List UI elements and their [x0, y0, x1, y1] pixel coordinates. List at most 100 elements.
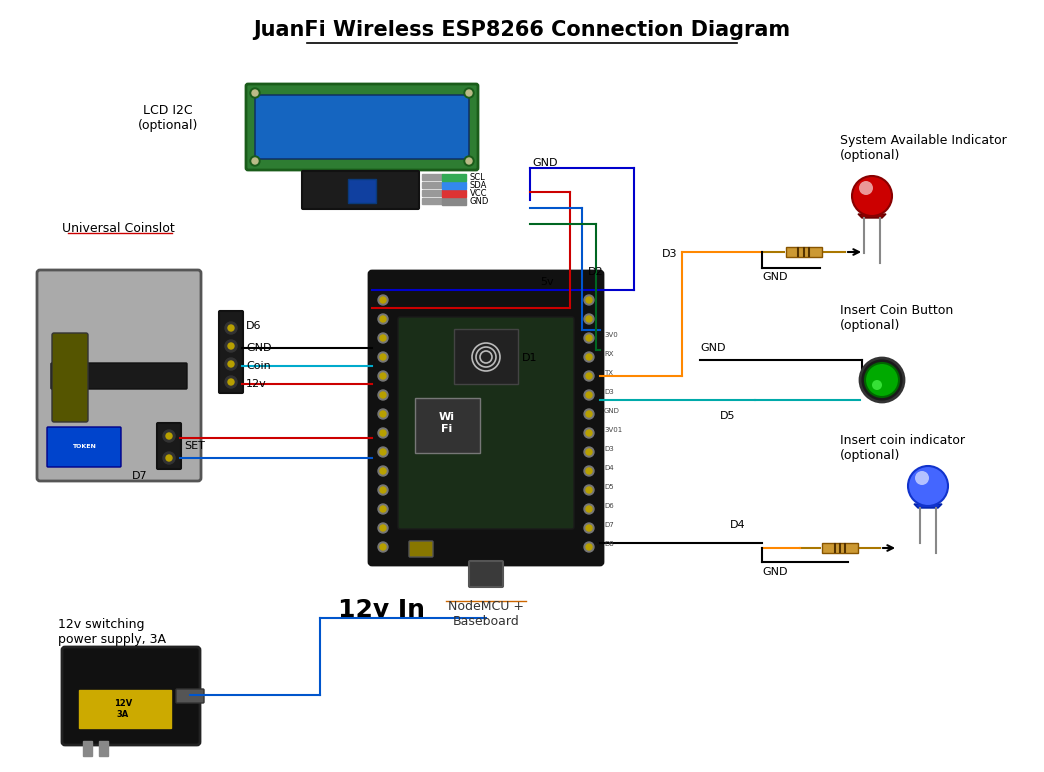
Circle shape: [226, 376, 237, 388]
Circle shape: [860, 358, 904, 402]
Text: SDA: SDA: [470, 181, 488, 190]
Circle shape: [380, 411, 386, 417]
Circle shape: [166, 455, 172, 461]
FancyBboxPatch shape: [51, 363, 187, 389]
Circle shape: [872, 380, 882, 390]
Circle shape: [378, 523, 388, 533]
Circle shape: [584, 466, 594, 476]
Circle shape: [380, 316, 386, 322]
FancyBboxPatch shape: [416, 398, 480, 453]
Text: D3: D3: [604, 389, 614, 395]
Circle shape: [226, 322, 237, 334]
Circle shape: [378, 390, 388, 400]
Text: D3: D3: [662, 249, 678, 259]
Circle shape: [226, 358, 237, 370]
Polygon shape: [822, 543, 858, 553]
Circle shape: [464, 156, 474, 166]
Circle shape: [378, 542, 388, 552]
Text: NodeMCU +
Baseboard: NodeMCU + Baseboard: [448, 600, 524, 628]
Text: 12V
3A: 12V 3A: [114, 699, 133, 719]
Circle shape: [228, 361, 234, 367]
Circle shape: [584, 523, 594, 533]
Bar: [442, 182, 466, 189]
Bar: [422, 198, 442, 204]
Circle shape: [586, 525, 592, 531]
Circle shape: [380, 506, 386, 512]
Text: D6: D6: [604, 503, 614, 509]
Circle shape: [584, 314, 594, 324]
Text: D4: D4: [730, 520, 745, 530]
Circle shape: [586, 468, 592, 474]
Circle shape: [584, 352, 594, 362]
Bar: [442, 174, 466, 181]
Circle shape: [586, 430, 592, 436]
Circle shape: [166, 433, 172, 439]
Bar: [422, 182, 442, 188]
Text: TOKEN: TOKEN: [72, 445, 96, 449]
Circle shape: [228, 379, 234, 385]
Circle shape: [466, 158, 472, 164]
Circle shape: [378, 352, 388, 362]
Circle shape: [584, 371, 594, 381]
Circle shape: [586, 354, 592, 360]
Text: D4: D4: [604, 465, 614, 471]
Circle shape: [378, 466, 388, 476]
Circle shape: [584, 447, 594, 457]
Circle shape: [380, 392, 386, 398]
FancyBboxPatch shape: [62, 647, 200, 745]
Bar: [454, 329, 518, 384]
Circle shape: [586, 449, 592, 455]
Circle shape: [378, 409, 388, 419]
Text: SET: SET: [184, 441, 205, 451]
Circle shape: [250, 88, 260, 98]
Text: 3V01: 3V01: [604, 427, 622, 433]
Text: System Available Indicator
(optional): System Available Indicator (optional): [840, 134, 1006, 162]
Text: D6: D6: [246, 321, 261, 331]
Text: D5: D5: [604, 484, 614, 490]
Bar: [442, 190, 466, 197]
Text: D7: D7: [132, 471, 147, 481]
Circle shape: [250, 156, 260, 166]
Circle shape: [586, 297, 592, 303]
Circle shape: [163, 430, 175, 442]
Text: 12v: 12v: [246, 379, 267, 389]
Circle shape: [859, 181, 873, 195]
Text: D2: D2: [588, 267, 603, 277]
Text: 3: 3: [431, 182, 436, 188]
Circle shape: [852, 176, 892, 216]
FancyBboxPatch shape: [255, 95, 469, 159]
Text: GND: GND: [604, 408, 620, 414]
Circle shape: [378, 314, 388, 324]
FancyBboxPatch shape: [157, 423, 181, 469]
Polygon shape: [785, 247, 822, 257]
Bar: [422, 190, 442, 196]
Text: GND: GND: [762, 567, 787, 577]
Circle shape: [380, 354, 386, 360]
Text: D1: D1: [522, 353, 538, 363]
FancyBboxPatch shape: [348, 179, 376, 203]
Circle shape: [584, 409, 594, 419]
Circle shape: [378, 333, 388, 343]
FancyBboxPatch shape: [369, 271, 603, 565]
FancyBboxPatch shape: [52, 333, 88, 422]
Text: D5: D5: [720, 411, 736, 421]
Text: 2: 2: [431, 191, 436, 197]
Circle shape: [584, 333, 594, 343]
Text: SCL: SCL: [470, 173, 485, 182]
Text: D3: D3: [604, 446, 614, 452]
FancyBboxPatch shape: [37, 270, 201, 481]
Text: JuanFi Wireless ESP8266 Connection Diagram: JuanFi Wireless ESP8266 Connection Diagr…: [254, 20, 790, 40]
FancyBboxPatch shape: [47, 427, 121, 467]
Polygon shape: [914, 504, 942, 508]
FancyBboxPatch shape: [219, 311, 243, 393]
Text: Insert Coin Button
(optional): Insert Coin Button (optional): [840, 304, 953, 332]
Circle shape: [584, 485, 594, 495]
Circle shape: [226, 340, 237, 352]
Circle shape: [380, 430, 386, 436]
FancyBboxPatch shape: [398, 317, 574, 529]
Polygon shape: [858, 214, 886, 218]
Text: VCC: VCC: [470, 189, 488, 198]
Text: GND: GND: [470, 197, 490, 206]
Circle shape: [586, 411, 592, 417]
Text: Coin: Coin: [246, 361, 270, 371]
